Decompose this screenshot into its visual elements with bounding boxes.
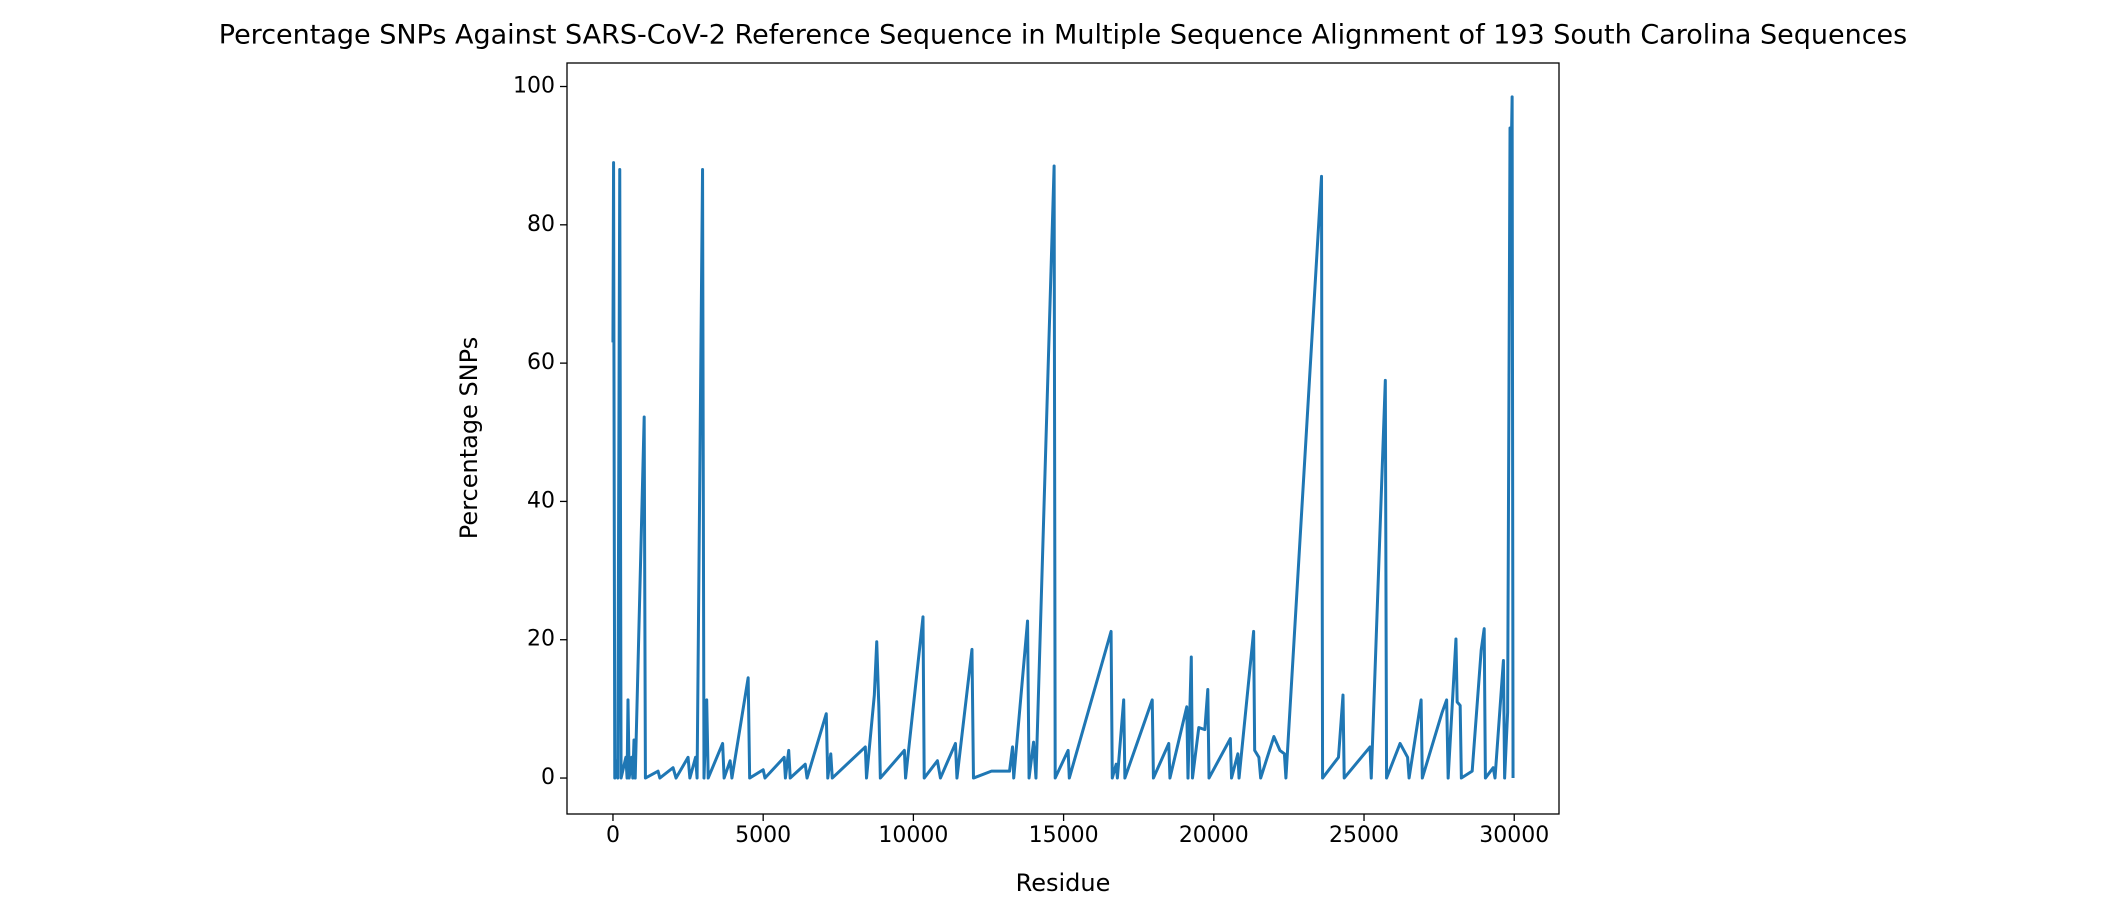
y-tick-label: 80 (527, 212, 555, 237)
y-tick-label: 40 (527, 488, 555, 513)
x-tick-label: 5000 (735, 823, 791, 848)
x-tick-label: 15000 (1029, 823, 1099, 848)
x-tick-label: 30000 (1479, 823, 1549, 848)
x-tick-label: 20000 (1179, 823, 1249, 848)
y-tick-label: 100 (513, 74, 555, 99)
x-tick-label: 25000 (1329, 823, 1399, 848)
plot-frame (566, 62, 1560, 815)
x-tick-label: 0 (606, 823, 620, 848)
y-axis-label: Percentage SNPs (455, 337, 483, 539)
y-tick-label: 20 (527, 627, 555, 652)
x-axis-label: Residue (1016, 869, 1111, 897)
y-tick-label: 0 (541, 765, 555, 790)
y-tick-label: 60 (527, 350, 555, 375)
x-tick-label: 10000 (878, 823, 948, 848)
data-line (611, 95, 1515, 780)
chart-title: Percentage SNPs Against SARS-CoV-2 Refer… (219, 20, 1908, 51)
